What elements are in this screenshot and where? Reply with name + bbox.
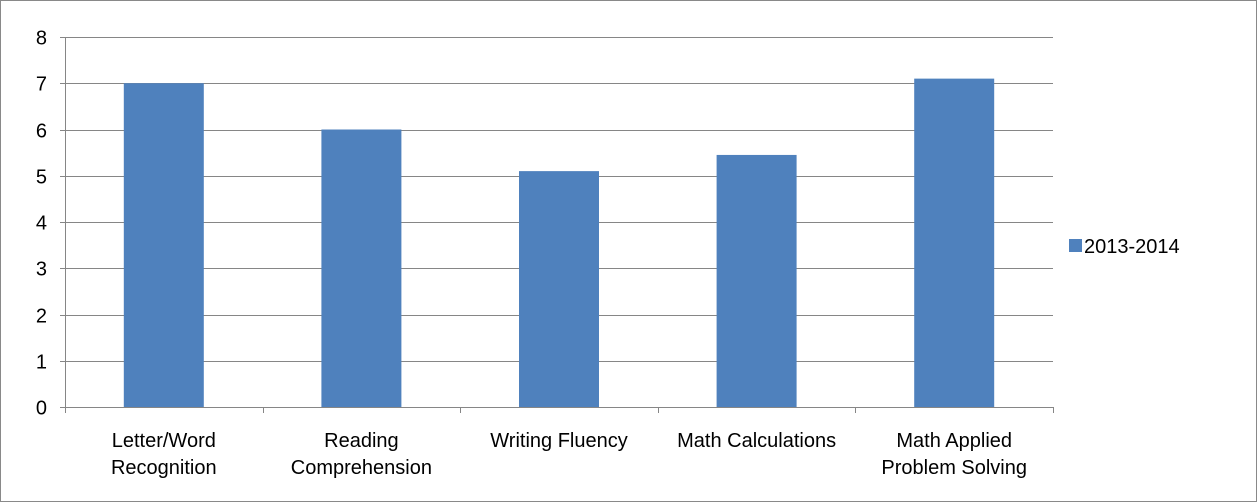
x-tick-labels: Letter/Word Recognition Reading Comprehensi… bbox=[111, 430, 1027, 479]
y-tick-label: 5 bbox=[36, 167, 47, 189]
legend-label: 2013-2014 bbox=[1084, 236, 1180, 258]
y-tick-label: 2 bbox=[36, 306, 47, 328]
legend-swatch bbox=[1069, 239, 1082, 252]
bar bbox=[519, 171, 599, 407]
y-tick-label: 1 bbox=[36, 352, 47, 374]
bar bbox=[914, 78, 995, 407]
x-tick-label: Writing Fluency bbox=[490, 430, 627, 452]
x-tick-label: Letter/Word Recognition bbox=[111, 430, 217, 479]
y-tick-label: 0 bbox=[36, 398, 47, 420]
x-tick-label: Reading Comprehension bbox=[291, 430, 432, 479]
x-tick-label: Math Applied Problem Solving bbox=[881, 430, 1027, 479]
x-tick-label: Math Calculations bbox=[677, 430, 836, 452]
bar bbox=[716, 154, 797, 407]
legend: 2013-2014 bbox=[1069, 236, 1180, 258]
y-tick-label: 8 bbox=[36, 28, 47, 50]
y-tick-label: 7 bbox=[36, 74, 47, 96]
y-tick-labels: 0 1 2 3 4 5 6 7 8 bbox=[36, 28, 47, 420]
y-tick-label: 6 bbox=[36, 121, 47, 143]
axes bbox=[60, 37, 1054, 413]
y-tick-label: 4 bbox=[36, 213, 47, 235]
bar bbox=[123, 83, 204, 407]
bars bbox=[123, 78, 995, 407]
y-tick-label: 3 bbox=[36, 259, 47, 281]
bar bbox=[321, 129, 402, 407]
